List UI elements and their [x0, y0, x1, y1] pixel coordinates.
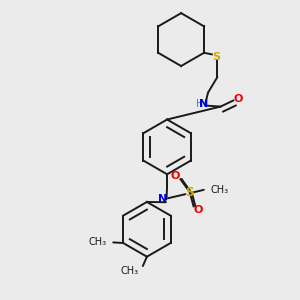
- Text: H: H: [196, 99, 203, 110]
- Text: CH₃: CH₃: [120, 266, 138, 276]
- Text: N: N: [199, 99, 208, 110]
- Text: O: O: [171, 170, 180, 181]
- Text: S: S: [186, 186, 194, 199]
- Text: CH₃: CH₃: [88, 237, 106, 248]
- Text: N: N: [158, 194, 167, 204]
- Text: CH₃: CH₃: [210, 185, 228, 195]
- Text: O: O: [234, 94, 243, 104]
- Text: O: O: [194, 205, 203, 215]
- Text: S: S: [212, 52, 220, 62]
